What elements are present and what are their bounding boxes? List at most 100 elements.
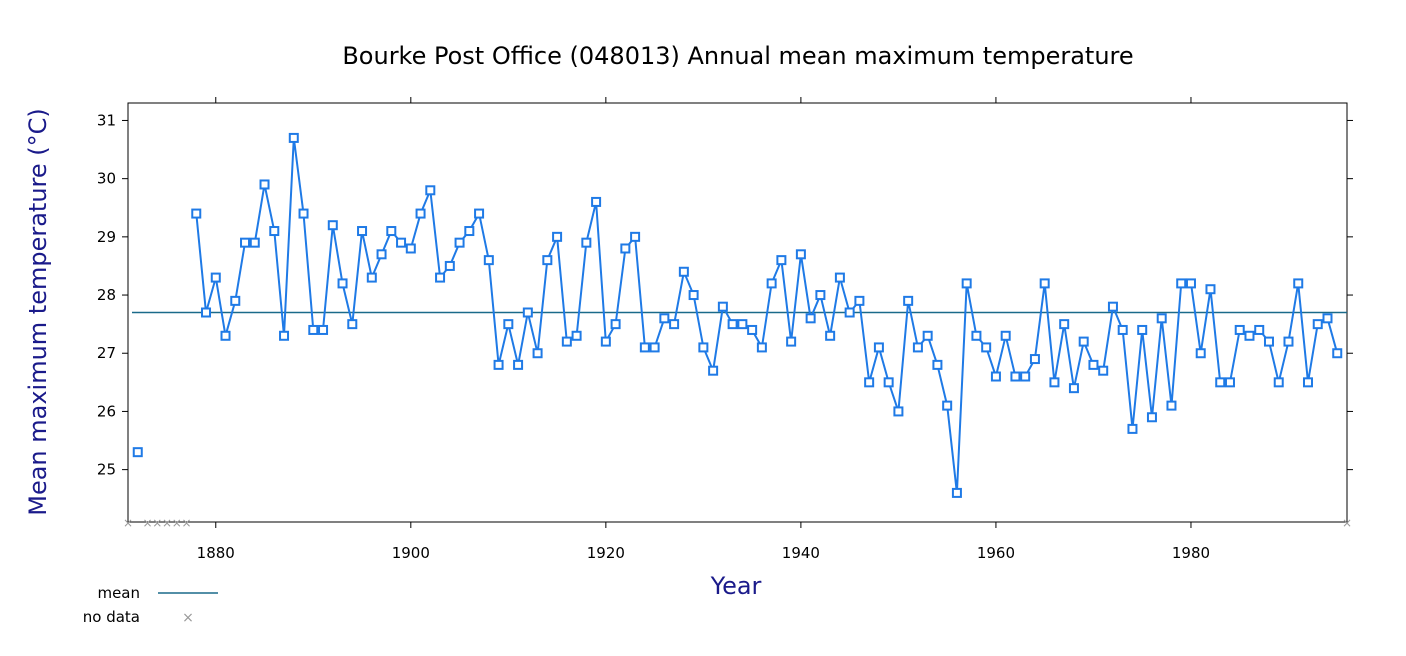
data-point	[708, 365, 719, 376]
data-point	[522, 307, 533, 318]
data-point	[474, 208, 485, 219]
series-line	[195, 137, 1339, 494]
data-point	[747, 324, 758, 335]
legend-mean-label: mean	[97, 584, 140, 602]
data-point	[230, 295, 241, 306]
data-point	[717, 301, 728, 312]
data-point	[444, 260, 455, 271]
data-point	[893, 406, 904, 417]
data-point	[756, 342, 767, 353]
data-point	[483, 255, 494, 266]
data-point	[610, 319, 621, 330]
data-point	[210, 272, 221, 283]
data-point	[678, 266, 689, 277]
no-data-marker: ×	[172, 516, 182, 530]
data-point	[1156, 313, 1167, 324]
data-point	[1127, 423, 1138, 434]
no-data-marker: ×	[123, 516, 133, 530]
data-point	[298, 208, 309, 219]
data-point	[805, 313, 816, 324]
y-tick-label: 28	[97, 286, 116, 304]
data-point	[532, 348, 543, 359]
data-point	[240, 237, 251, 248]
y-axis-title: Mean maximum temperature (°C)	[24, 108, 52, 516]
data-point	[288, 132, 299, 143]
data-point	[844, 307, 855, 318]
data-point	[795, 249, 806, 260]
data-point	[688, 290, 699, 301]
data-point	[971, 330, 982, 341]
data-point	[951, 487, 962, 498]
y-axis: 25 26 27 28 29 30 31	[97, 111, 1353, 479]
data-point	[1205, 284, 1216, 295]
x-tick-label: 1920	[587, 544, 625, 562]
data-point	[269, 226, 280, 237]
data-point	[737, 319, 748, 330]
data-point	[1215, 377, 1226, 388]
data-point	[1263, 336, 1274, 347]
data-point	[1117, 324, 1128, 335]
x-axis-title: Year	[710, 572, 762, 600]
y-tick-label: 31	[97, 111, 116, 129]
data-point	[386, 226, 397, 237]
no-data-marker: ×	[1342, 516, 1352, 530]
data-point	[1244, 330, 1255, 341]
data-point	[834, 272, 845, 283]
data-point	[1068, 383, 1079, 394]
data-point	[1195, 348, 1206, 359]
data-point	[1107, 301, 1118, 312]
data-point	[435, 272, 446, 283]
no-data-marker: ×	[152, 516, 162, 530]
data-point	[1166, 400, 1177, 411]
data-point	[464, 226, 475, 237]
data-point	[327, 220, 338, 231]
x-axis: 1880 1900 1920 1940 1960 1980	[197, 97, 1210, 562]
data-point	[337, 278, 348, 289]
y-tick-label: 25	[97, 461, 116, 479]
data-point	[591, 196, 602, 207]
data-point	[561, 336, 572, 347]
y-tick-label: 30	[97, 170, 116, 188]
data-point	[318, 324, 329, 335]
data-point	[513, 359, 524, 370]
data-point	[639, 342, 650, 353]
data-point	[981, 342, 992, 353]
data-point	[620, 243, 631, 254]
data-point	[1078, 336, 1089, 347]
data-point	[1332, 348, 1343, 359]
x-tick-label: 1900	[392, 544, 430, 562]
data-point	[1234, 324, 1245, 335]
data-point	[376, 249, 387, 260]
data-point	[990, 371, 1001, 382]
data-point	[1283, 336, 1294, 347]
data-point	[1000, 330, 1011, 341]
data-point	[132, 447, 143, 458]
data-point	[425, 185, 436, 196]
data-point	[932, 359, 943, 370]
data-point	[600, 336, 611, 347]
data-point	[854, 295, 865, 306]
data-point	[454, 237, 465, 248]
data-point	[249, 237, 260, 248]
data-point	[1059, 319, 1070, 330]
data-point	[308, 324, 319, 335]
data-point	[961, 278, 972, 289]
data-point	[727, 319, 738, 330]
data-point	[1020, 371, 1031, 382]
x-tick-label: 1940	[782, 544, 820, 562]
no-data-marker: ×	[162, 516, 172, 530]
data-point	[1137, 324, 1148, 335]
x-tick-label: 1880	[197, 544, 235, 562]
data-point	[581, 237, 592, 248]
data-point	[942, 400, 953, 411]
data-point	[1010, 371, 1021, 382]
data-point	[201, 307, 212, 318]
legend: mean no data ×	[83, 584, 218, 626]
data-point	[396, 237, 407, 248]
data-point	[669, 319, 680, 330]
data-point	[1254, 324, 1265, 335]
data-point	[552, 231, 563, 242]
y-tick-label: 26	[97, 402, 116, 420]
data-point	[259, 179, 270, 190]
